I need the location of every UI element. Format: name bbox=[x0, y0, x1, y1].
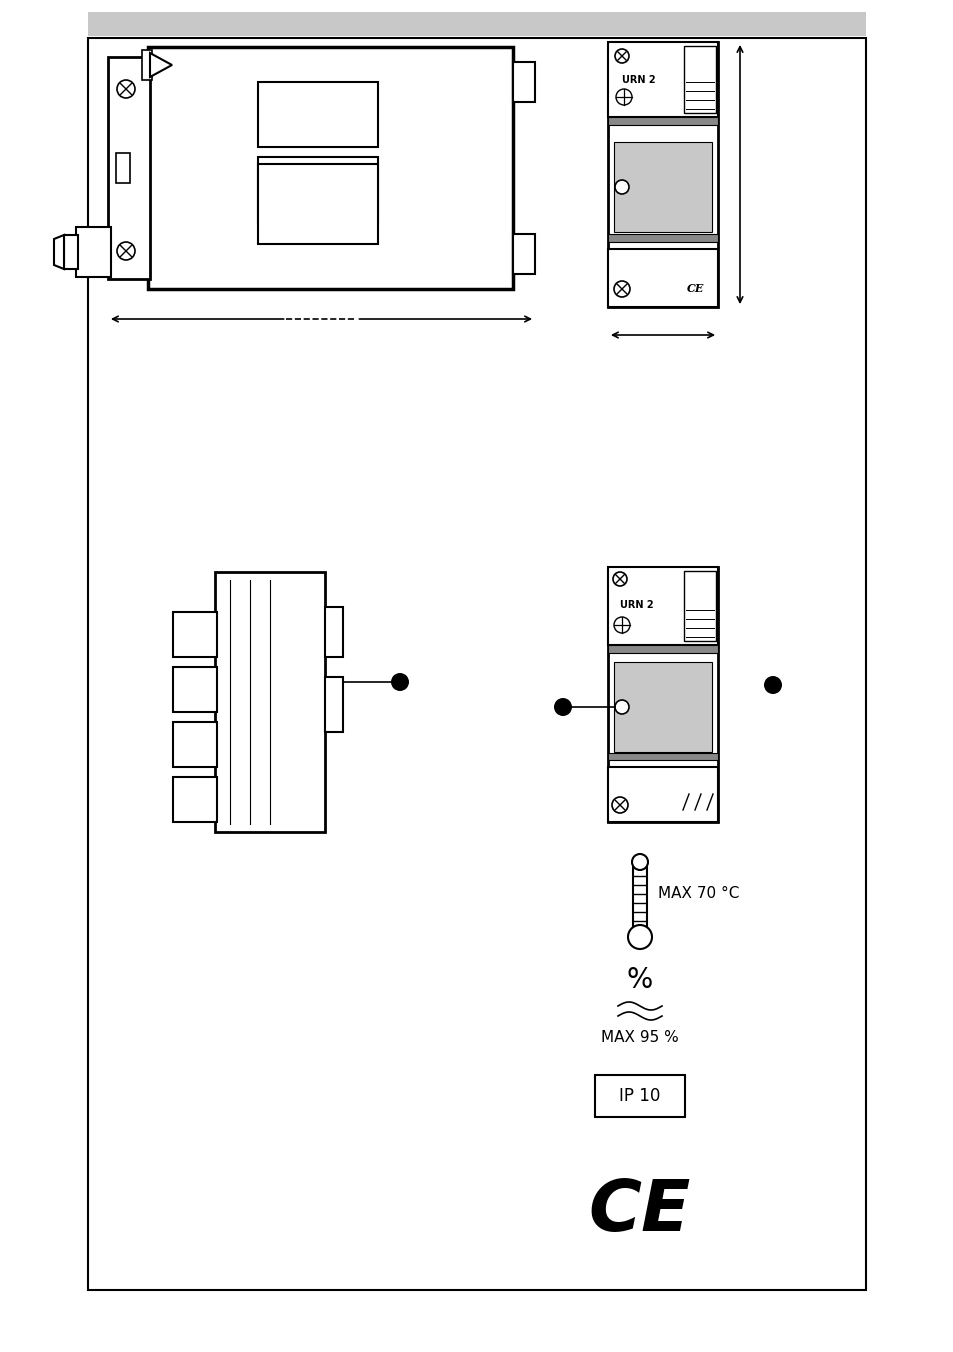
Bar bbox=[607, 566, 718, 822]
Bar bbox=[172, 612, 216, 657]
Circle shape bbox=[613, 572, 626, 585]
Text: URN 2: URN 2 bbox=[619, 600, 653, 610]
Bar bbox=[88, 38, 865, 1290]
Text: MAX 70 °C: MAX 70 °C bbox=[658, 887, 739, 902]
Bar bbox=[172, 722, 216, 767]
Bar bbox=[325, 607, 343, 657]
Polygon shape bbox=[54, 235, 64, 269]
Bar bbox=[172, 777, 216, 822]
Bar bbox=[88, 12, 865, 37]
Circle shape bbox=[614, 617, 629, 633]
Bar bbox=[683, 46, 716, 114]
Bar bbox=[614, 662, 711, 752]
Text: MAX 95 %: MAX 95 % bbox=[600, 1029, 679, 1045]
Text: IP 10: IP 10 bbox=[618, 1087, 660, 1105]
Text: CE: CE bbox=[686, 284, 704, 295]
Bar bbox=[614, 142, 711, 233]
Circle shape bbox=[616, 89, 631, 105]
Bar bbox=[513, 62, 535, 101]
Bar bbox=[214, 572, 325, 831]
Text: URN 2: URN 2 bbox=[621, 74, 655, 85]
Bar bbox=[64, 235, 78, 269]
Bar bbox=[607, 645, 718, 653]
Text: CE: CE bbox=[588, 1178, 691, 1247]
Bar bbox=[607, 118, 718, 124]
Circle shape bbox=[554, 698, 572, 717]
Circle shape bbox=[631, 854, 647, 869]
Circle shape bbox=[615, 49, 628, 64]
Circle shape bbox=[391, 673, 409, 691]
Circle shape bbox=[614, 281, 629, 297]
Bar bbox=[108, 57, 150, 279]
Bar bbox=[607, 249, 718, 307]
Bar bbox=[116, 153, 130, 183]
Bar bbox=[607, 42, 718, 307]
Circle shape bbox=[627, 925, 651, 949]
Bar bbox=[513, 234, 535, 274]
Polygon shape bbox=[150, 53, 172, 77]
Bar bbox=[172, 667, 216, 713]
Bar bbox=[607, 234, 718, 242]
Bar bbox=[257, 164, 377, 243]
Bar bbox=[76, 227, 111, 277]
Circle shape bbox=[612, 796, 627, 813]
Circle shape bbox=[117, 242, 135, 260]
Bar bbox=[148, 47, 513, 289]
Circle shape bbox=[763, 676, 781, 694]
Circle shape bbox=[615, 180, 628, 193]
Bar bbox=[325, 677, 343, 731]
Bar bbox=[595, 1075, 684, 1117]
Bar bbox=[607, 566, 718, 645]
Bar bbox=[607, 42, 718, 118]
Circle shape bbox=[615, 700, 628, 714]
Bar bbox=[257, 82, 377, 147]
Bar bbox=[607, 767, 718, 822]
Bar bbox=[633, 863, 646, 927]
Bar bbox=[683, 571, 716, 641]
Text: %: % bbox=[626, 965, 653, 994]
Circle shape bbox=[117, 80, 135, 97]
Bar bbox=[607, 753, 718, 760]
Bar bbox=[257, 157, 377, 222]
Bar bbox=[142, 50, 152, 80]
